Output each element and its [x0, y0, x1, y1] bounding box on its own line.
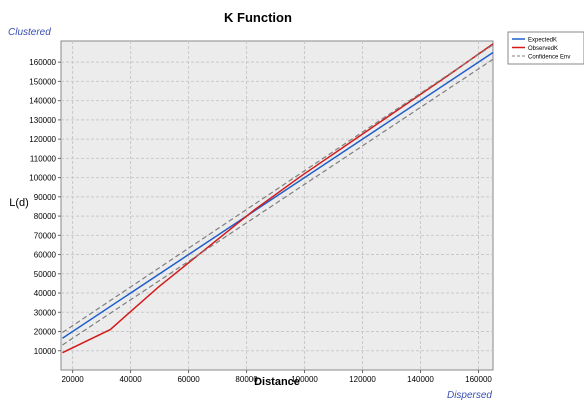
x-tick-label: 160000 — [465, 375, 492, 384]
x-axis-label: Distance — [254, 376, 300, 388]
y-tick-label: 90000 — [34, 193, 57, 202]
x-tick-label: 120000 — [349, 375, 376, 384]
legend-label-confidence-env: Confidence Env — [528, 55, 570, 61]
x-tick-label: 60000 — [177, 375, 200, 384]
legend-items: ExpectedK ObservedK Confidence Env — [512, 38, 570, 61]
x-tick-label: 80000 — [235, 375, 258, 384]
y-tick-label: 80000 — [34, 212, 57, 221]
y-tick-label: 30000 — [34, 308, 57, 317]
clustered-label: Clustered — [8, 27, 51, 38]
y-tick-label: 100000 — [29, 174, 56, 183]
legend-label-observedk: ObservedK — [528, 46, 558, 52]
series-line-confidence-env — [62, 44, 494, 333]
y-tick-label: 60000 — [34, 251, 57, 260]
y-axis-ticks: 10000 20000 30000 40000 50000 60000 70000 80000… — [29, 58, 61, 356]
legend-label-expectedk: ExpectedK — [528, 38, 557, 44]
series-line-observedk — [62, 43, 494, 354]
x-tick-label: 140000 — [407, 375, 434, 384]
y-tick-label: 160000 — [29, 58, 56, 67]
series-layer — [62, 43, 494, 354]
y-tick-label: 10000 — [34, 347, 57, 356]
y-axis-label: L(d) — [9, 197, 29, 209]
y-tick-label: 120000 — [29, 135, 56, 144]
series-line-confidence-env-lower — [62, 58, 494, 346]
y-tick-label: 140000 — [29, 97, 56, 106]
plot-area — [60, 40, 494, 371]
x-tick-label: 100000 — [291, 375, 318, 384]
y-tick-label: 50000 — [34, 270, 57, 279]
x-tick-label: 40000 — [119, 375, 142, 384]
y-tick-label: 150000 — [29, 77, 56, 86]
y-tick-label: 110000 — [30, 154, 57, 163]
dispersed-label: Dispersed — [447, 390, 492, 401]
y-tick-label: 70000 — [34, 231, 57, 240]
y-tick-label: 40000 — [34, 289, 57, 298]
y-tick-label: 20000 — [34, 328, 57, 337]
x-tick-label: 20000 — [61, 375, 84, 384]
y-tick-label: 130000 — [29, 116, 56, 125]
x-axis-ticks: 20000 40000 60000 80000 100000 120000 140000 16… — [61, 370, 492, 384]
legend: ExpectedK ObservedK Confidence Env — [507, 31, 584, 65]
chart-title: K Function — [224, 10, 292, 25]
series-line-expectedk — [62, 51, 494, 339]
